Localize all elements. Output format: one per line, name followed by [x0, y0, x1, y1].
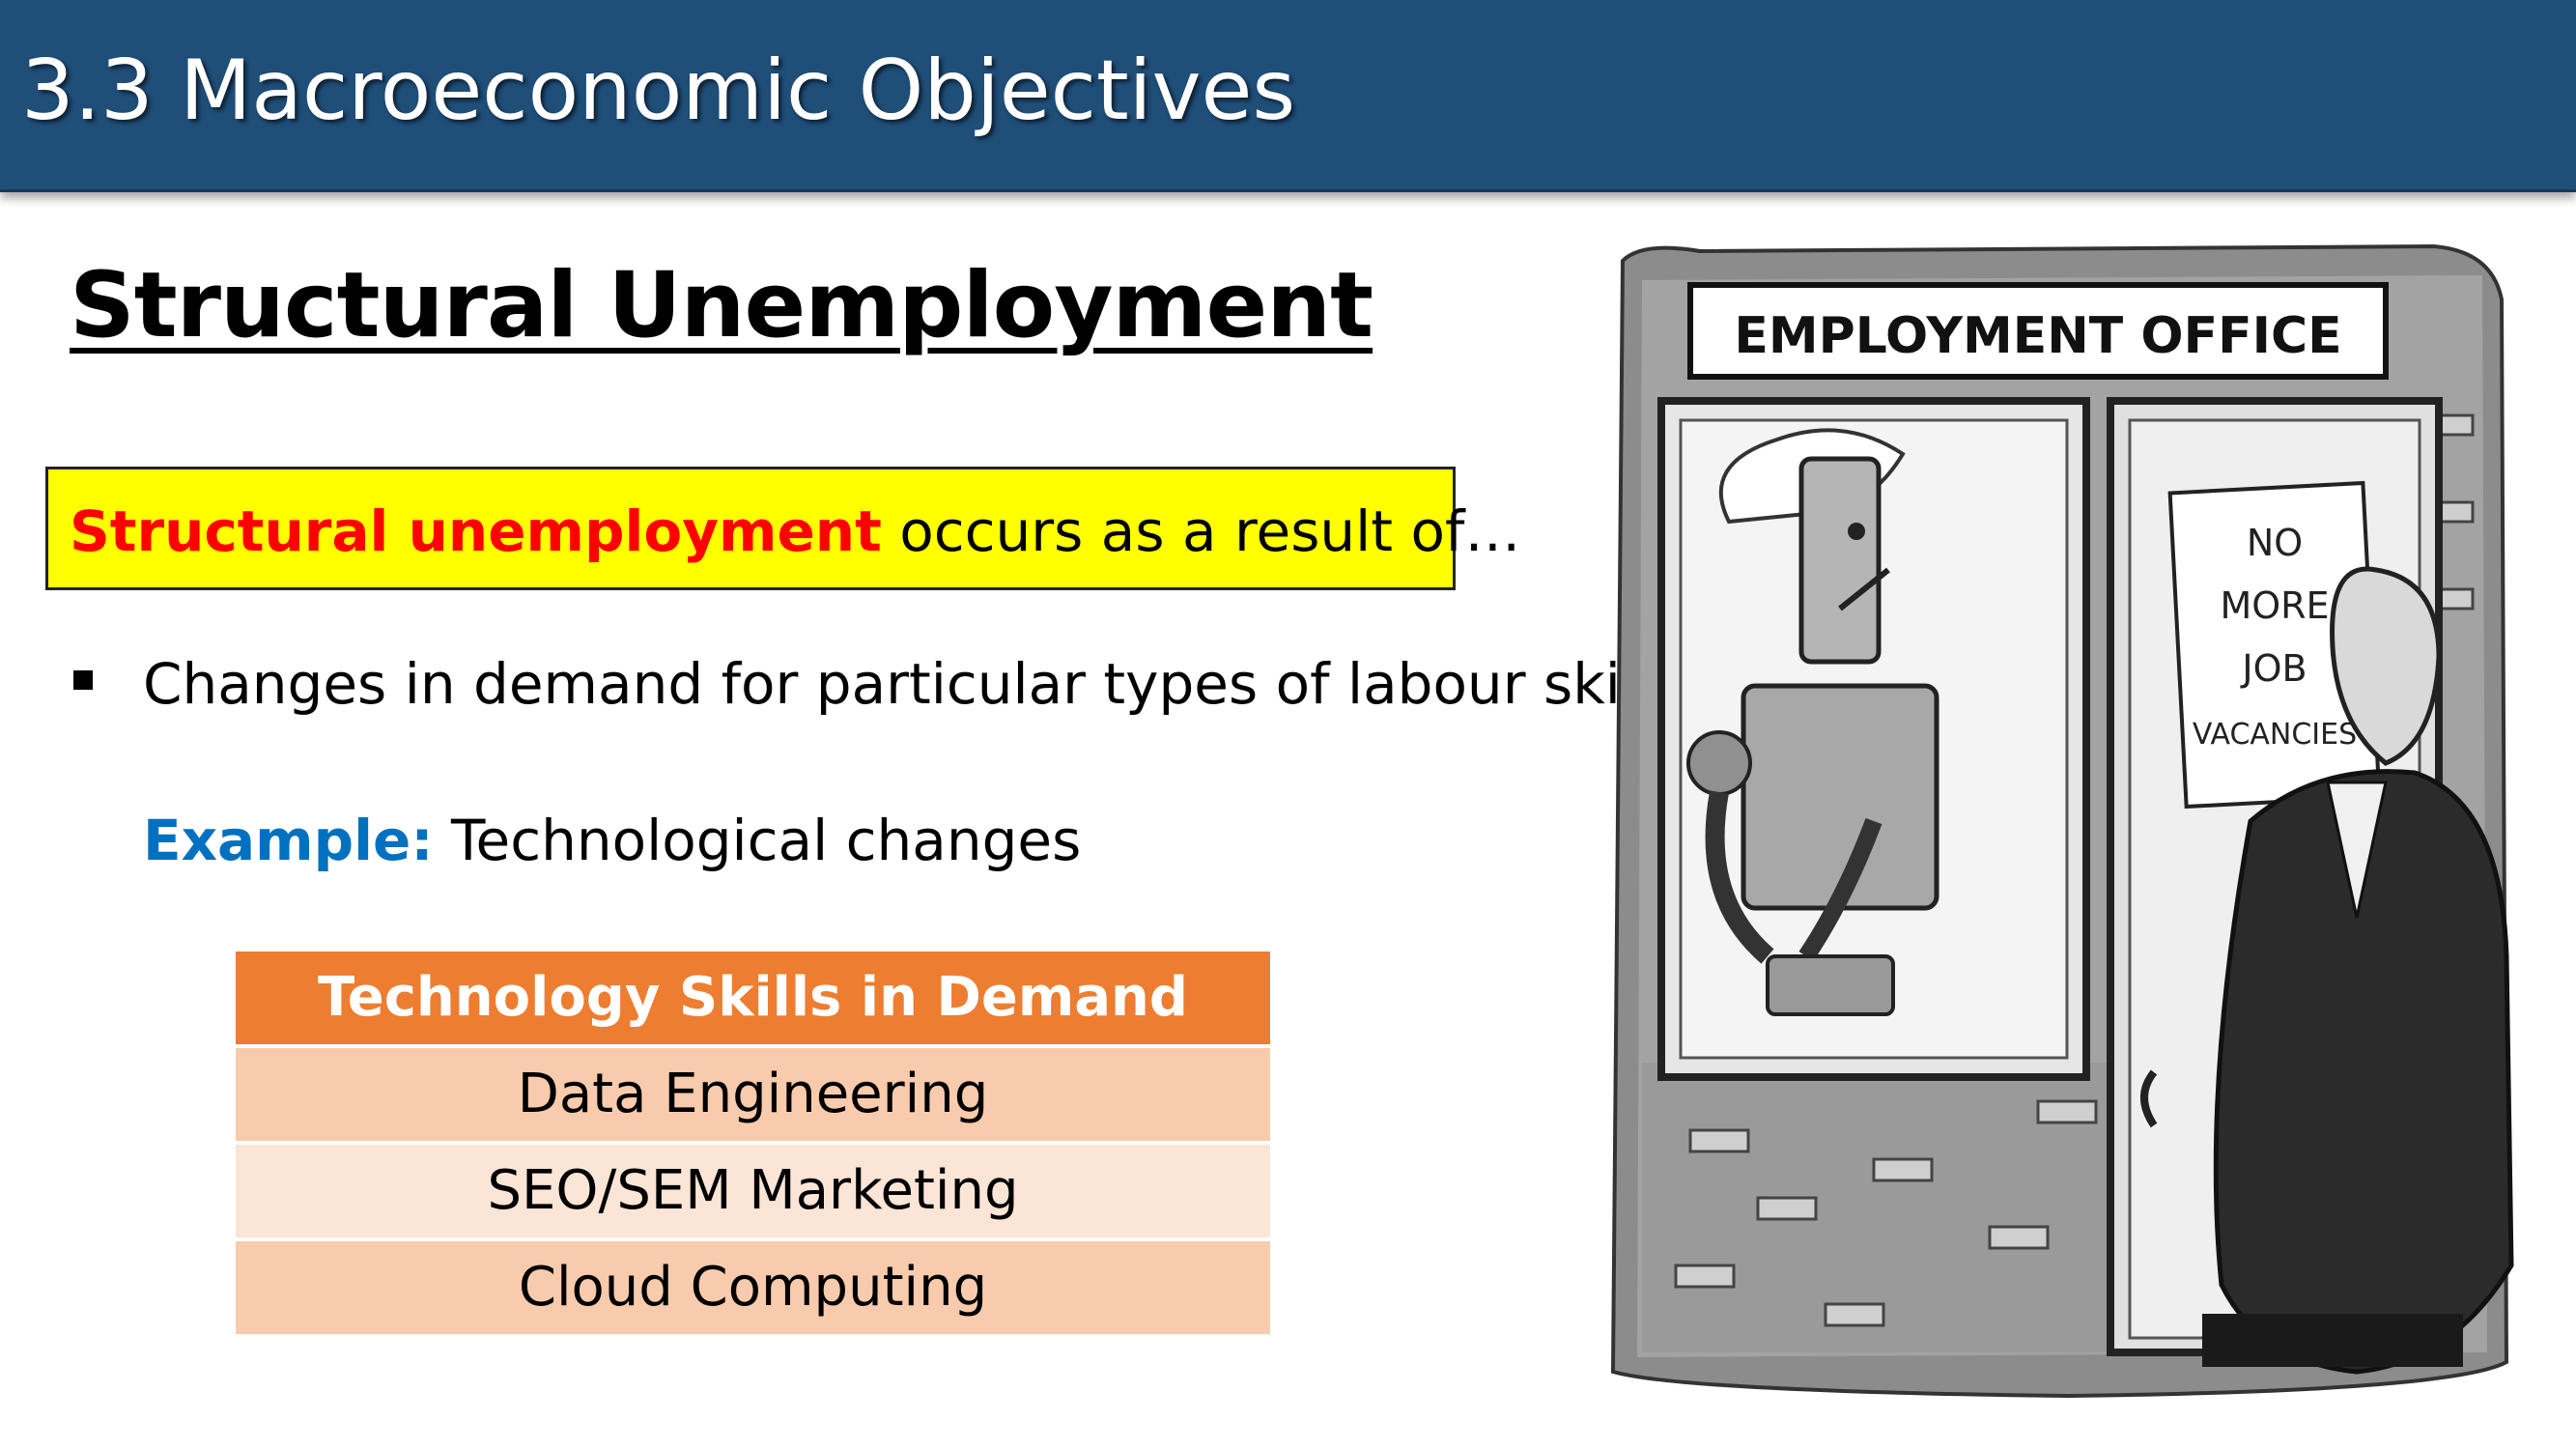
- skills-table-header: Technology Skills in Demand: [236, 952, 1270, 1044]
- title-bar: 3.3 Macroeconomic Objectives: [0, 0, 2576, 192]
- bullet-text: Changes in demand for particular types o…: [143, 651, 1682, 717]
- robot-icon: [1686, 428, 1939, 1016]
- table-row: Cloud Computing: [236, 1241, 1270, 1334]
- square-bullet-icon: [73, 670, 93, 690]
- example-text: Technological changes: [433, 808, 1082, 873]
- example-label: Example:: [143, 808, 434, 873]
- example-line: Example: Technological changes: [143, 808, 1081, 873]
- notice-line: MORE: [2220, 584, 2329, 627]
- section-heading: Structural Unemployment: [70, 253, 1373, 358]
- definition-text: Structural unemployment occurs as a resu…: [70, 498, 1520, 564]
- definition-box: Structural unemployment occurs as a resu…: [45, 467, 1520, 590]
- notice-line: JOB: [2240, 647, 2307, 690]
- definition-rest: occurs as a result of…: [881, 498, 1521, 564]
- employment-office-cartoon: EMPLOYMENT OFFICE NO MORE JOB VACANCIES: [1610, 243, 2514, 1399]
- definition-term: Structural unemployment: [70, 498, 882, 564]
- man-icon: [2202, 566, 2514, 1375]
- skills-table: Technology Skills in Demand Data Enginee…: [236, 952, 1270, 1338]
- notice-line: VACANCIES: [2193, 718, 2357, 752]
- slide-title: 3.3 Macroeconomic Objectives: [21, 43, 1296, 139]
- table-row: SEO/SEM Marketing: [236, 1145, 1270, 1237]
- table-row: Data Engineering: [236, 1048, 1270, 1141]
- notice-line: NO: [2247, 522, 2303, 564]
- sign-text: EMPLOYMENT OFFICE: [1734, 307, 2341, 365]
